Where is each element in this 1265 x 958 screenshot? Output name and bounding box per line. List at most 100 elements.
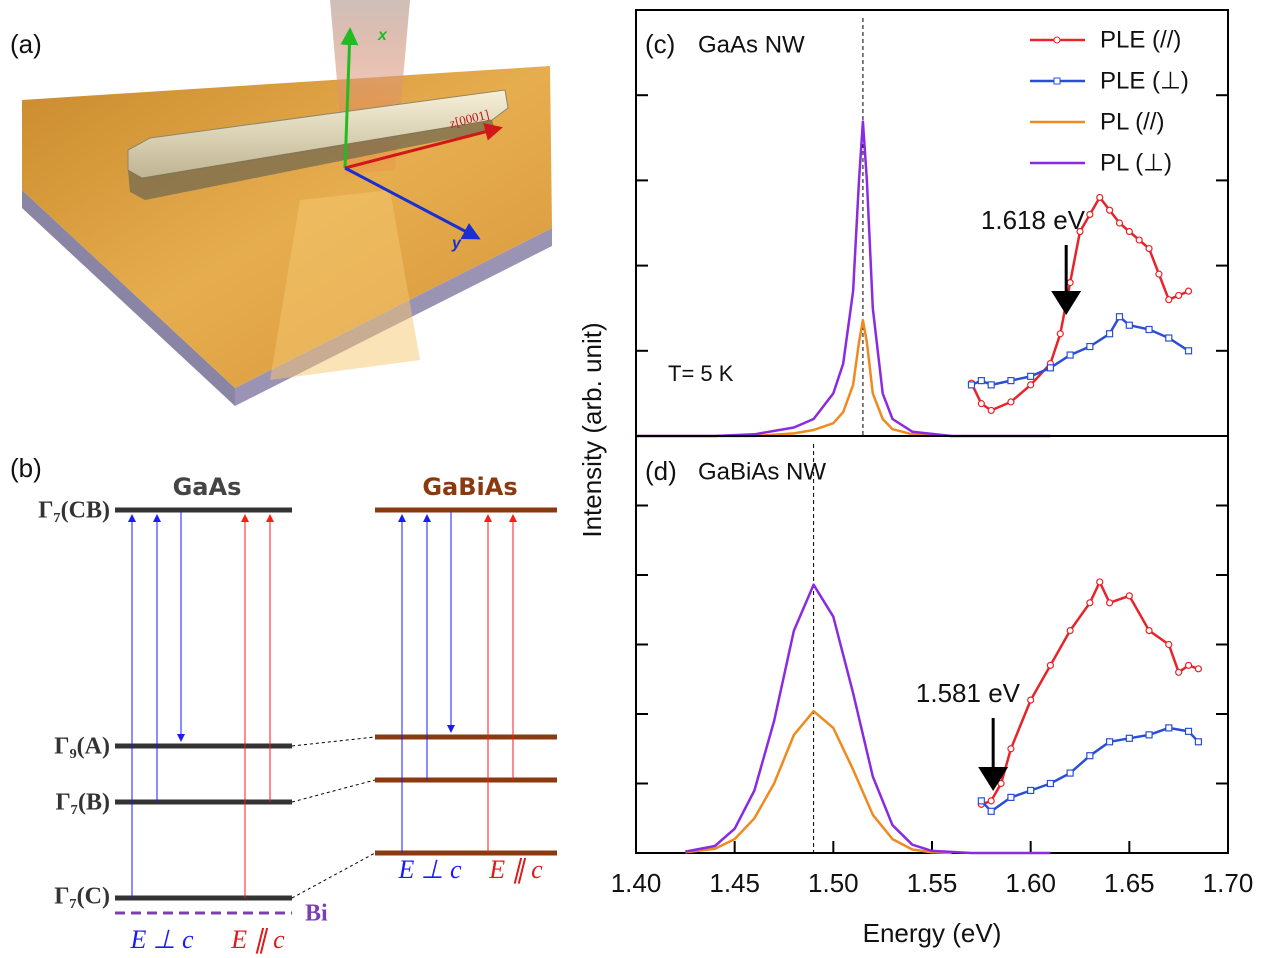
level-label: Γ₉(A) — [54, 734, 110, 760]
figure: (a) x z[0001] y (b) GaAs GaBiAs Γ₇(CB) Γ… — [0, 0, 1265, 958]
data-point — [1195, 739, 1201, 745]
data-point — [1195, 666, 1201, 672]
data-point — [1067, 352, 1073, 358]
level-label: Γ₇(CB) — [38, 498, 110, 524]
axis-label: y — [451, 235, 462, 252]
data-point — [988, 382, 994, 388]
x-tick-label: 1.50 — [808, 868, 859, 898]
data-point — [1186, 728, 1192, 734]
annotation: 1.581 eV — [916, 678, 1021, 708]
data-point — [998, 781, 1004, 787]
data-point — [1097, 579, 1103, 585]
data-point — [1166, 335, 1172, 341]
data-point — [1028, 373, 1034, 379]
data-point — [1067, 628, 1073, 634]
data-point — [1126, 593, 1132, 599]
panel-label: (a) — [10, 29, 42, 59]
data-point — [1126, 735, 1132, 741]
legend-marker — [1054, 37, 1060, 43]
panel-label: (d) — [645, 456, 677, 486]
data-point — [988, 798, 994, 804]
data-point — [1176, 292, 1182, 298]
bi-label: Bi — [305, 901, 328, 927]
series-line — [636, 122, 1050, 436]
data-point — [978, 378, 984, 384]
data-point — [1186, 662, 1192, 668]
panel-title: GaAs NW — [698, 31, 805, 58]
data-point — [1176, 669, 1182, 675]
data-point — [1067, 280, 1073, 286]
data-point — [1166, 642, 1172, 648]
series-line — [972, 317, 1189, 385]
data-point — [1126, 229, 1132, 235]
annotation: T= 5 K — [668, 361, 734, 386]
data-point — [1008, 378, 1014, 384]
data-point — [1146, 732, 1152, 738]
x-tick-label: 1.40 — [611, 868, 662, 898]
data-point — [1126, 322, 1132, 328]
data-point — [1146, 628, 1152, 634]
data-point — [1107, 739, 1113, 745]
data-point — [1186, 288, 1192, 294]
data-point — [1186, 348, 1192, 354]
polarization-label: E ⊥ c — [397, 855, 462, 884]
data-point — [1107, 600, 1113, 606]
x-axis-title: Energy (eV) — [863, 918, 1002, 948]
material-label: GaBiAs — [422, 473, 517, 501]
data-point — [1008, 399, 1014, 405]
legend-label: PL (⊥) — [1100, 149, 1172, 176]
data-point — [1146, 246, 1152, 252]
connector — [292, 780, 375, 802]
plot-frame — [636, 436, 1228, 853]
data-point — [1116, 314, 1122, 320]
polarization-label: E ∥ c — [230, 925, 285, 954]
panel-b: (b) GaAs GaBiAs Γ₇(CB) Γ₉(A) Γ₇(B) Γ₇(C)… — [10, 453, 557, 954]
data-point — [1067, 770, 1073, 776]
data-point — [1097, 194, 1103, 200]
data-point — [1008, 794, 1014, 800]
data-point — [988, 808, 994, 814]
data-point — [978, 401, 984, 407]
x-tick-label: 1.65 — [1104, 868, 1155, 898]
x-tick-label: 1.60 — [1005, 868, 1056, 898]
legend-label: PL (//) — [1100, 108, 1164, 135]
polarization-label: E ⊥ c — [129, 925, 194, 954]
x-tick-label: 1.70 — [1203, 868, 1254, 898]
data-point — [988, 407, 994, 413]
axis-label: x — [377, 27, 388, 44]
connector — [292, 853, 375, 898]
panel-label: (c) — [645, 29, 675, 59]
panel-title: GaBiAs NW — [698, 458, 826, 485]
data-point — [968, 382, 974, 388]
polarization-label: E ∥ c — [488, 855, 543, 884]
data-point — [1156, 271, 1162, 277]
data-point — [1146, 327, 1152, 333]
data-point — [1107, 207, 1113, 213]
data-point — [1166, 725, 1172, 731]
data-point — [1116, 220, 1122, 226]
data-point — [1136, 237, 1142, 243]
x-tick-label: 1.45 — [709, 868, 760, 898]
series-line — [685, 711, 951, 853]
panel-a: (a) x z[0001] y — [10, 0, 552, 406]
data-point — [1028, 382, 1034, 388]
data-point — [1028, 697, 1034, 703]
data-point — [1047, 365, 1053, 371]
legend-marker — [1054, 78, 1060, 84]
level-label: Γ₇(C) — [54, 884, 110, 910]
data-point — [1087, 344, 1093, 350]
level-label: Γ₇(B) — [56, 790, 110, 816]
data-point — [978, 798, 984, 804]
data-point — [1087, 211, 1093, 217]
data-point — [1047, 662, 1053, 668]
legend-label: PLE (⊥) — [1100, 67, 1189, 94]
panel-label: (b) — [10, 453, 42, 483]
material-label: GaAs — [173, 473, 242, 501]
data-point — [1028, 787, 1034, 793]
data-point — [1166, 297, 1172, 303]
data-point — [1047, 781, 1053, 787]
data-point — [1087, 600, 1093, 606]
data-point — [1057, 331, 1063, 337]
connector — [292, 737, 375, 746]
spectra: PLE (//)PLE (⊥)PL (//)PL (⊥)1.618 eV(c)G… — [577, 10, 1253, 948]
